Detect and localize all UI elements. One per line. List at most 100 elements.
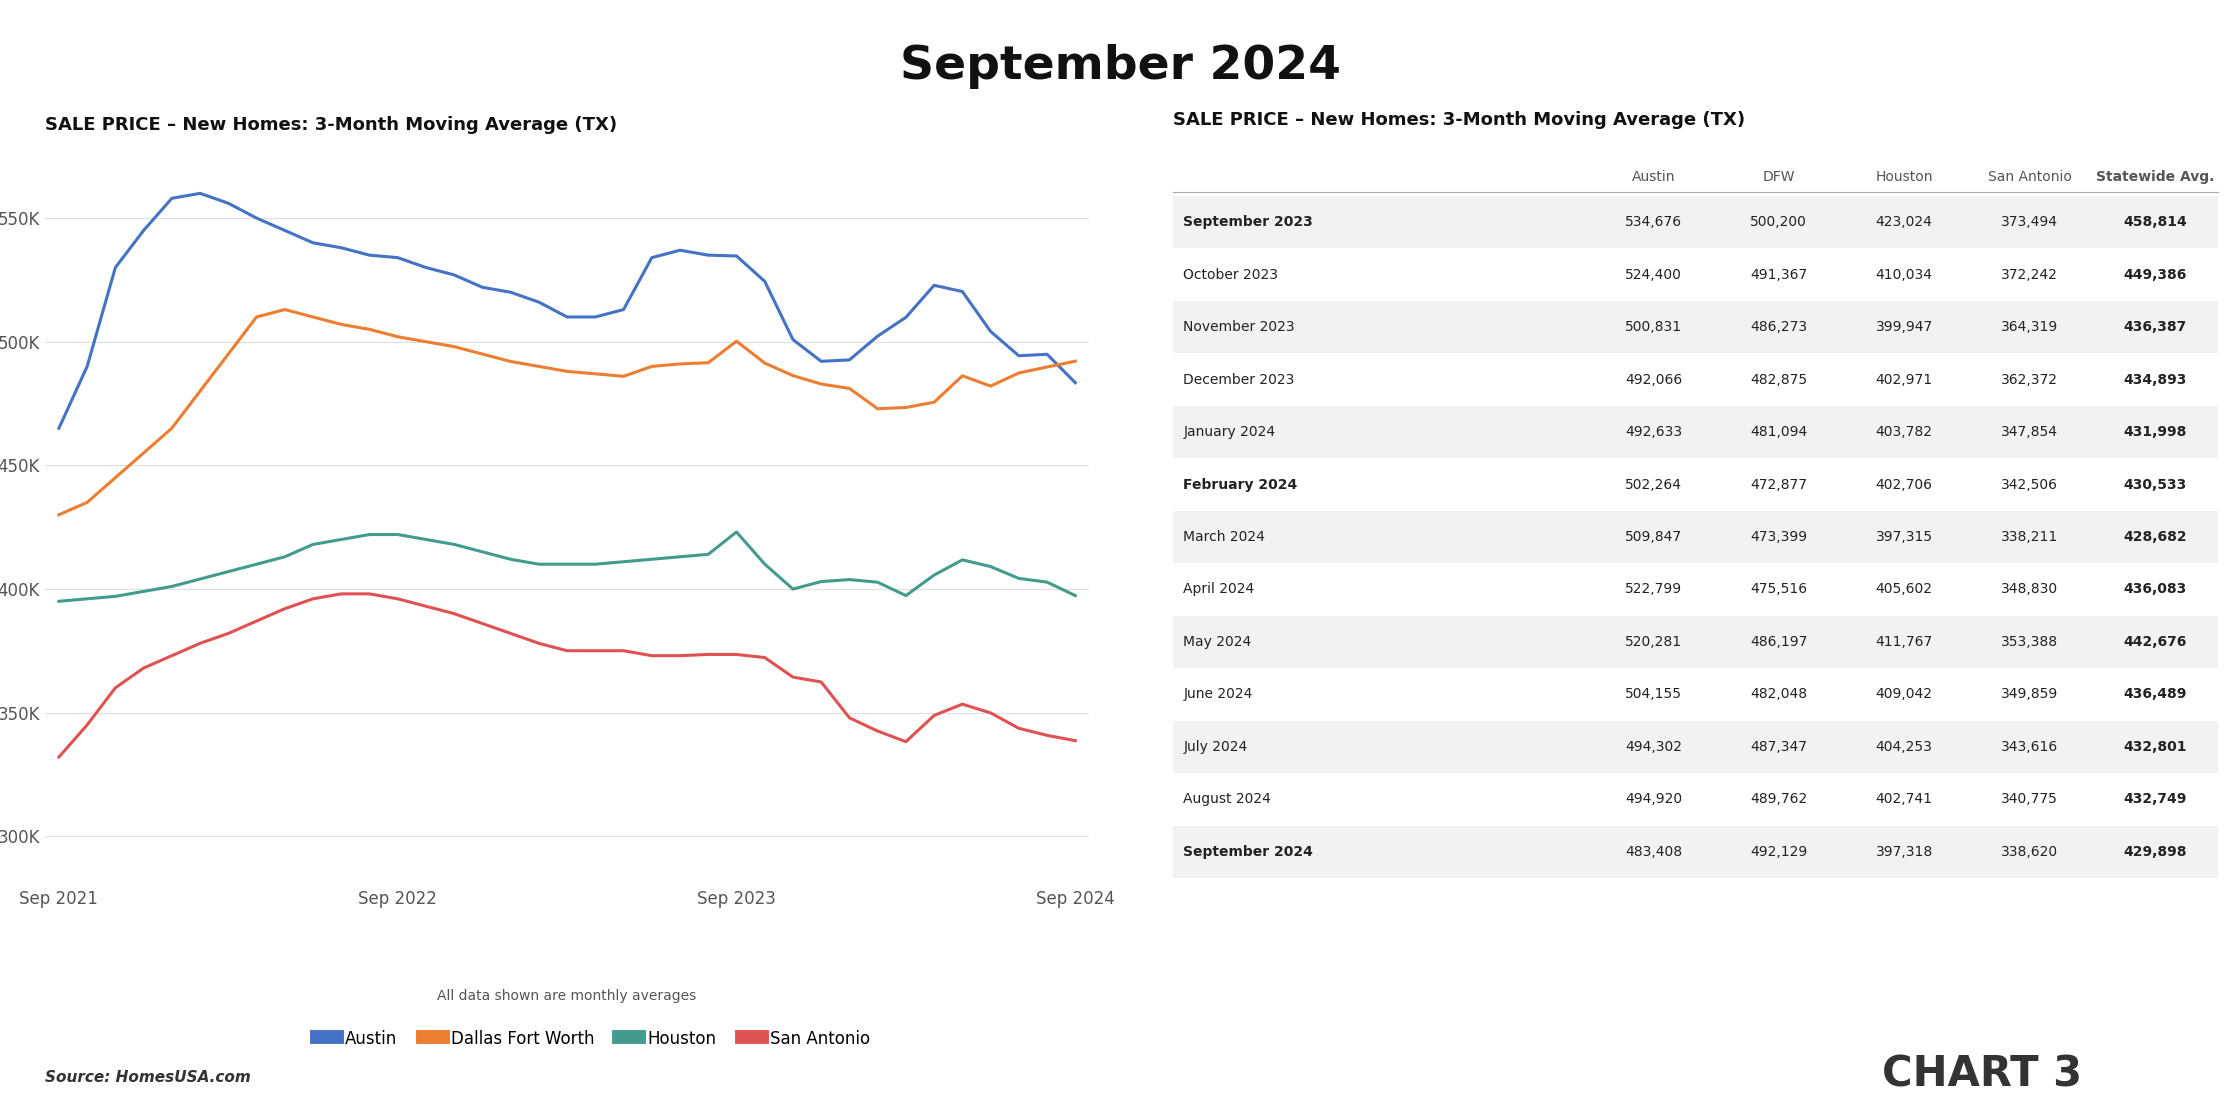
Text: May 2024: May 2024 [1183, 635, 1252, 649]
Text: February 2024: February 2024 [1183, 477, 1297, 492]
Text: 343,616: 343,616 [2000, 739, 2059, 754]
Text: April 2024: April 2024 [1183, 582, 1254, 597]
Text: 428,682: 428,682 [2124, 530, 2186, 544]
Text: 405,602: 405,602 [1875, 582, 1933, 597]
Text: 494,302: 494,302 [1624, 739, 1682, 754]
FancyBboxPatch shape [1174, 773, 2218, 826]
Text: 364,319: 364,319 [2000, 320, 2059, 334]
Text: 436,489: 436,489 [2124, 687, 2186, 702]
Text: 483,408: 483,408 [1624, 845, 1682, 859]
Text: DFW: DFW [1763, 170, 1794, 184]
Text: SALE PRICE – New Homes: 3-Month Moving Average (TX): SALE PRICE – New Homes: 3-Month Moving A… [1174, 111, 1745, 130]
Text: 449,386: 449,386 [2124, 268, 2186, 281]
Text: All data shown are monthly averages: All data shown are monthly averages [437, 990, 697, 1003]
Text: 522,799: 522,799 [1624, 582, 1682, 597]
FancyBboxPatch shape [1174, 196, 2218, 248]
Text: CHART 3: CHART 3 [1882, 1054, 2081, 1096]
Text: 509,847: 509,847 [1624, 530, 1682, 544]
Text: 502,264: 502,264 [1624, 477, 1682, 492]
Text: 494,920: 494,920 [1624, 793, 1682, 807]
Text: 482,048: 482,048 [1749, 687, 1808, 702]
Text: 486,197: 486,197 [1749, 635, 1808, 649]
FancyBboxPatch shape [1174, 669, 2218, 721]
Text: 432,749: 432,749 [2124, 793, 2186, 807]
Text: 492,129: 492,129 [1749, 845, 1808, 859]
FancyBboxPatch shape [1174, 615, 2218, 669]
Text: 436,387: 436,387 [2124, 320, 2186, 334]
Text: 486,273: 486,273 [1749, 320, 1808, 334]
Text: 348,830: 348,830 [2000, 582, 2059, 597]
Text: October 2023: October 2023 [1183, 268, 1279, 281]
Text: January 2024: January 2024 [1183, 425, 1275, 439]
Text: 442,676: 442,676 [2124, 635, 2186, 649]
Text: SALE PRICE – New Homes: 3-Month Moving Average (TX): SALE PRICE – New Homes: 3-Month Moving A… [45, 116, 616, 134]
Text: 430,533: 430,533 [2124, 477, 2186, 492]
Text: 409,042: 409,042 [1875, 687, 1933, 702]
Text: Statewide Avg.: Statewide Avg. [2097, 170, 2213, 184]
Text: 340,775: 340,775 [2000, 793, 2059, 807]
Text: 487,347: 487,347 [1749, 739, 1808, 754]
Text: 500,831: 500,831 [1624, 320, 1682, 334]
Text: 402,706: 402,706 [1875, 477, 1933, 492]
Text: San Antonio: San Antonio [1987, 170, 2072, 184]
Text: 504,155: 504,155 [1624, 687, 1682, 702]
Text: 342,506: 342,506 [2000, 477, 2059, 492]
Text: 404,253: 404,253 [1875, 739, 1933, 754]
Text: 423,024: 423,024 [1875, 215, 1933, 229]
Text: 349,859: 349,859 [2000, 687, 2059, 702]
FancyBboxPatch shape [1174, 406, 2218, 458]
FancyBboxPatch shape [1174, 563, 2218, 615]
Text: 481,094: 481,094 [1749, 425, 1808, 439]
Text: September 2024: September 2024 [1183, 845, 1313, 859]
Text: 397,315: 397,315 [1875, 530, 1933, 544]
Text: 482,875: 482,875 [1749, 373, 1808, 386]
Text: 534,676: 534,676 [1624, 215, 1682, 229]
Text: 432,801: 432,801 [2124, 739, 2186, 754]
Text: 434,893: 434,893 [2124, 373, 2186, 386]
FancyBboxPatch shape [1174, 826, 2218, 878]
Text: 353,388: 353,388 [2000, 635, 2059, 649]
Text: 402,741: 402,741 [1875, 793, 1933, 807]
Text: 520,281: 520,281 [1624, 635, 1682, 649]
Text: 458,814: 458,814 [2124, 215, 2186, 229]
FancyBboxPatch shape [1174, 510, 2218, 563]
Text: June 2024: June 2024 [1183, 687, 1252, 702]
Legend: Austin, Dallas Fort Worth, Houston, San Antonio: Austin, Dallas Fort Worth, Houston, San … [311, 1023, 876, 1054]
Text: 338,620: 338,620 [2000, 845, 2059, 859]
Text: 492,066: 492,066 [1624, 373, 1682, 386]
Text: 436,083: 436,083 [2124, 582, 2186, 597]
Text: December 2023: December 2023 [1183, 373, 1295, 386]
FancyBboxPatch shape [1174, 458, 2218, 510]
FancyBboxPatch shape [1174, 301, 2218, 353]
Text: 475,516: 475,516 [1749, 582, 1808, 597]
Text: March 2024: March 2024 [1183, 530, 1266, 544]
Text: 411,767: 411,767 [1875, 635, 1933, 649]
Text: August 2024: August 2024 [1183, 793, 1272, 807]
Text: July 2024: July 2024 [1183, 739, 1248, 754]
Text: 500,200: 500,200 [1749, 215, 1808, 229]
Text: 524,400: 524,400 [1624, 268, 1682, 281]
Text: 492,633: 492,633 [1624, 425, 1682, 439]
Text: 402,971: 402,971 [1875, 373, 1933, 386]
Text: 472,877: 472,877 [1749, 477, 1808, 492]
Text: 403,782: 403,782 [1875, 425, 1933, 439]
Text: Houston: Houston [1875, 170, 1933, 184]
Text: 373,494: 373,494 [2000, 215, 2059, 229]
Text: 489,762: 489,762 [1749, 793, 1808, 807]
Text: 431,998: 431,998 [2124, 425, 2186, 439]
Text: 410,034: 410,034 [1875, 268, 1933, 281]
Text: 473,399: 473,399 [1749, 530, 1808, 544]
Text: 399,947: 399,947 [1875, 320, 1933, 334]
FancyBboxPatch shape [1174, 353, 2218, 406]
Text: Austin: Austin [1631, 170, 1676, 184]
Text: Source: HomesUSA.com: Source: HomesUSA.com [45, 1069, 251, 1085]
Text: 397,318: 397,318 [1875, 845, 1933, 859]
FancyBboxPatch shape [1174, 721, 2218, 773]
Text: November 2023: November 2023 [1183, 320, 1295, 334]
Text: 491,367: 491,367 [1749, 268, 1808, 281]
Text: September 2024: September 2024 [900, 44, 1340, 90]
Text: 338,211: 338,211 [2000, 530, 2059, 544]
Text: 429,898: 429,898 [2124, 845, 2186, 859]
Text: September 2023: September 2023 [1183, 215, 1313, 229]
FancyBboxPatch shape [1174, 248, 2218, 301]
